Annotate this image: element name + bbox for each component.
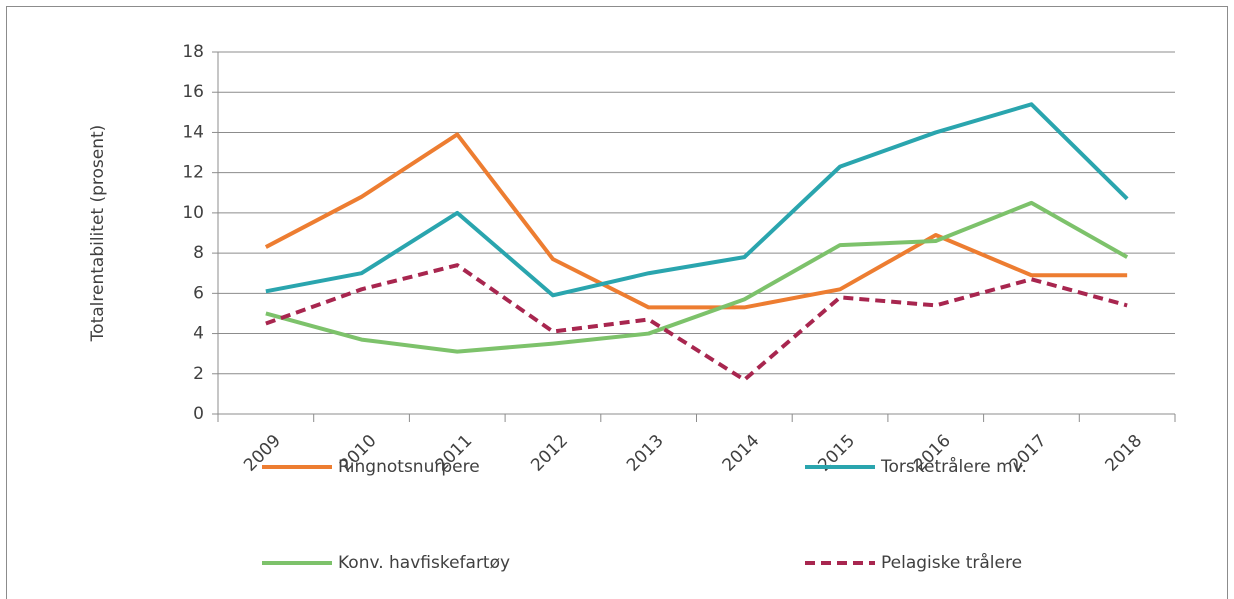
series-line [265, 102, 1129, 298]
y-tick-label: 0 [193, 404, 204, 424]
series-line [265, 200, 1129, 354]
legend-label: Pelagiske trålere [881, 552, 1022, 573]
series-line [264, 132, 1128, 310]
y-axis-label: Totalrentabilitet (prosent) [88, 125, 108, 343]
y-tick-label: 4 [193, 324, 204, 344]
y-tick-label: 6 [193, 283, 204, 303]
legend-label: Ringnotsnurpere [338, 457, 480, 477]
y-tick-label: 12 [182, 163, 204, 183]
legend-label: Konv. havfiskefartøy [338, 553, 510, 573]
series-line [265, 263, 1128, 382]
y-tick-label: 8 [193, 243, 204, 263]
legend-label: Torsketrålere mv. [880, 456, 1027, 477]
y-tick-label: 10 [182, 203, 204, 223]
y-tick-label: 18 [182, 42, 204, 62]
y-tick-label: 14 [182, 122, 204, 142]
y-tick-label: 16 [182, 82, 204, 102]
y-tick-label: 2 [193, 364, 204, 384]
